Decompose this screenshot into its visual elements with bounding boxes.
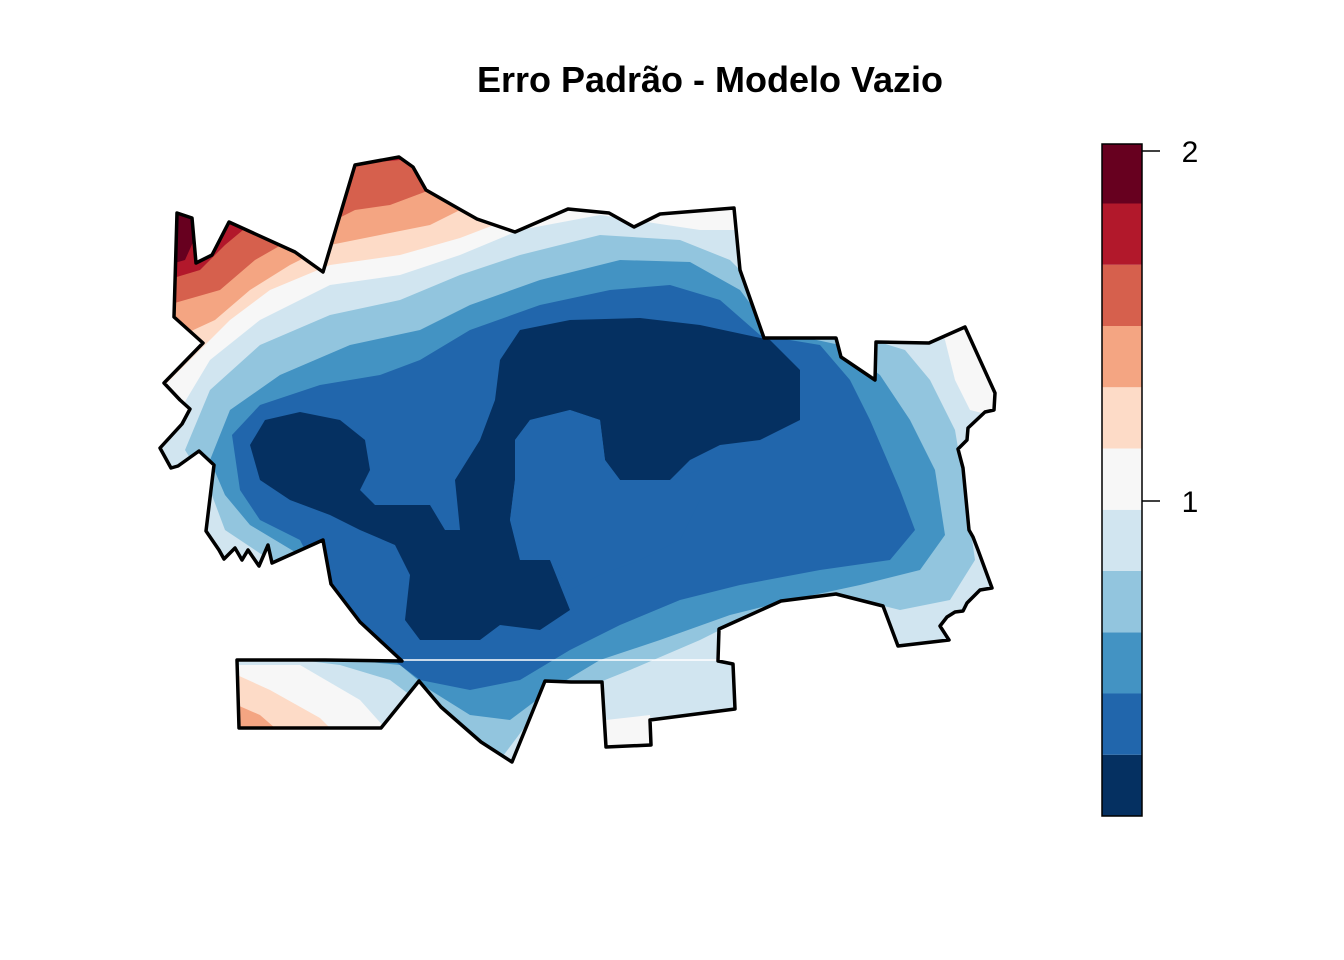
legend-swatch-5 [1102,448,1142,510]
contour-band-0.275-0.45-island [510,410,700,590]
legend-tick-label: 2 [1182,136,1199,169]
legend-swatch-8 [1102,264,1142,326]
contour-band-0.1-0.275 [250,318,800,640]
legend-swatch-6 [1102,387,1142,449]
color-legend [1102,144,1142,816]
contour-band-0.975-1.15-se [606,715,652,748]
contour-band-1.325-1.5-sw [237,705,275,728]
contour-band-0.975-1.15-sw [237,665,385,728]
legend-tick-label: 1 [1182,486,1199,519]
legend-frame [1101,143,1143,817]
contour-band-1.15-1.325-sw [237,675,330,728]
legend-swatch-2 [1102,632,1142,694]
region-boundary [158,155,997,764]
legend-swatch-4 [1102,509,1142,571]
legend-swatch-1 [1102,693,1142,755]
legend-swatch-0 [1102,754,1142,816]
chart-title: Erro Padrão - Modelo Vazio [477,59,943,100]
legend-swatch-10 [1102,144,1142,204]
legend-swatch-7 [1102,326,1142,388]
legend-ticks: 12 [1142,136,1198,519]
legend-swatch-9 [1102,203,1142,265]
legend-swatch-3 [1102,571,1142,633]
